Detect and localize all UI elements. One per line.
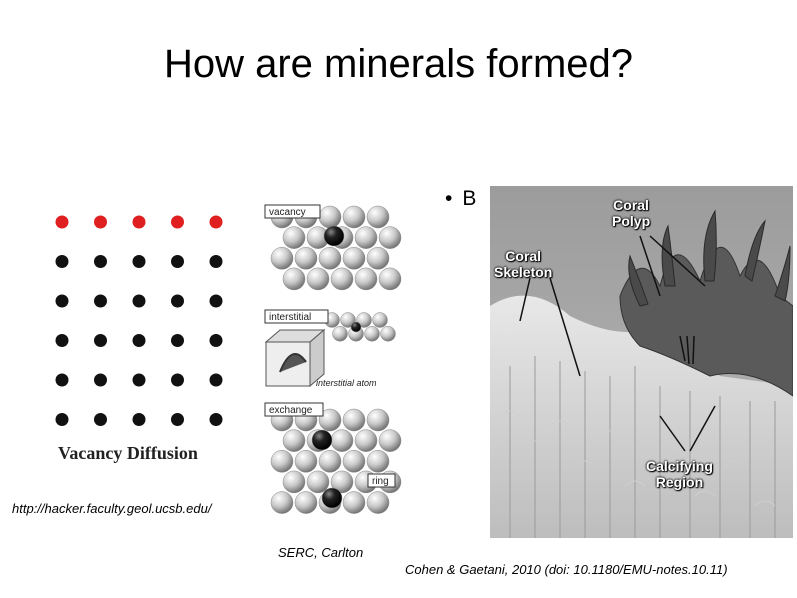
lattice-atom-dot [132, 255, 146, 268]
lattice-sphere [294, 450, 318, 473]
lattice-sphere [366, 450, 390, 473]
lattice-atom-dot [171, 334, 184, 347]
lattice-sphere [318, 408, 342, 432]
lattice-sphere [330, 470, 354, 494]
lattice-atom-dot [171, 373, 184, 387]
coral-polyp-label: Coral Polyp [612, 197, 651, 229]
lattice-atom-dot [209, 413, 223, 426]
lattice-sphere [282, 226, 306, 249]
lattice-atom-dot [94, 413, 107, 426]
lattice-atom-dot [132, 334, 146, 347]
lattice-atom-dot [55, 373, 69, 387]
serc-caption: SERC, Carlton [278, 545, 364, 560]
lattice-sphere [332, 326, 348, 342]
lattice-sphere [356, 312, 372, 328]
bullet-item: • B [445, 187, 476, 211]
surface-atom-dot [132, 215, 146, 229]
lattice-atom-dot [209, 255, 223, 268]
lattice-sphere [318, 205, 342, 229]
lattice-sphere [340, 312, 356, 328]
lattice-sphere [282, 267, 306, 291]
lattice-sphere [294, 247, 318, 270]
lattice-sphere [364, 326, 380, 342]
lattice-atom-dot [55, 413, 69, 426]
lattice-atom-dot [94, 334, 107, 347]
lattice-atom-dot [209, 373, 223, 387]
surface-atom-dot [209, 215, 223, 229]
lattice-sphere [270, 450, 294, 473]
lattice-sphere [372, 312, 388, 328]
lattice-sphere [378, 267, 402, 291]
cohen-caption: Cohen & Gaetani, 2010 (doi: 10.1180/EMU-… [405, 562, 728, 577]
lattice-atom-dot [209, 334, 223, 347]
lattice-sphere [318, 450, 342, 473]
ring-label: ring [372, 476, 389, 487]
bullet-dot-icon: • [445, 187, 453, 210]
slide-title: How are minerals formed? [163, 42, 634, 86]
lattice-sphere [306, 267, 330, 291]
lattice-sphere [282, 429, 306, 452]
lattice-atom-dot [171, 413, 184, 426]
lattice-sphere [342, 450, 366, 473]
lattice-atom-dot [171, 294, 184, 308]
lattice-sphere [270, 247, 294, 270]
lattice-atom-dot [132, 413, 146, 426]
surface-atom-dot [94, 215, 107, 229]
lattice-atom-dot [209, 294, 223, 308]
surface-atom-dot [55, 215, 69, 229]
hacker-caption: http://hacker.faculty.geol.ucsb.edu/ [12, 501, 212, 516]
lattice-sphere [366, 247, 390, 270]
lattice-sphere [318, 247, 342, 270]
lattice-atom-dot [132, 373, 146, 387]
cube-inset [264, 328, 326, 388]
lattice-sphere [378, 226, 402, 249]
lattice-sphere [354, 429, 378, 452]
lattice-sphere [342, 491, 366, 514]
diffusion-mechanisms-figure: vacancy interstitial interstitial atom e… [264, 204, 402, 514]
lattice-sphere [306, 470, 330, 494]
calcifying-region-label: Calcifying Region [646, 458, 713, 490]
lattice-sphere [270, 491, 294, 514]
bullet-text: B [462, 187, 477, 210]
coral-skeleton-label: Coral Skeleton [494, 248, 553, 280]
exchange-atom-sphere [311, 429, 333, 451]
lattice-atom-dot [94, 373, 107, 387]
lattice-sphere [354, 226, 378, 249]
interstitial-atom-sphere [350, 321, 362, 333]
lattice-sphere [342, 408, 366, 432]
lattice-sphere [366, 491, 390, 514]
interstitial-label: interstitial [269, 312, 311, 323]
lattice-sphere [342, 247, 366, 270]
vacancy-diffusion-label: Vacancy Diffusion [58, 443, 198, 463]
lattice-sphere [366, 408, 390, 432]
lattice-sphere [366, 205, 390, 229]
lattice-sphere [330, 267, 354, 291]
ring-atom-sphere [321, 487, 343, 509]
lattice-atom-dot [55, 334, 69, 347]
vacancy-atom-sphere [323, 225, 345, 247]
vacancy-diffusion-dot-grid [55, 215, 223, 426]
lattice-sphere [294, 491, 318, 514]
exchange-label: exchange [269, 405, 313, 416]
interstitial-atom-label: interstitial atom [316, 378, 377, 388]
lattice-atom-dot [132, 294, 146, 308]
lattice-atom-dot [94, 255, 107, 268]
lattice-sphere [354, 267, 378, 291]
lattice-atom-dot [94, 294, 107, 308]
lattice-atom-dot [55, 294, 69, 308]
lattice-atom-dot [55, 255, 69, 268]
lattice-sphere [342, 205, 366, 229]
vacancy-label: vacancy [269, 207, 306, 218]
lattice-sphere [380, 326, 396, 342]
lattice-sphere [378, 429, 402, 452]
lattice-sphere [330, 429, 354, 452]
surface-atom-dot [171, 215, 184, 229]
coral-calcification-figure [490, 186, 793, 538]
lattice-sphere [282, 470, 306, 494]
lattice-atom-dot [171, 255, 184, 268]
